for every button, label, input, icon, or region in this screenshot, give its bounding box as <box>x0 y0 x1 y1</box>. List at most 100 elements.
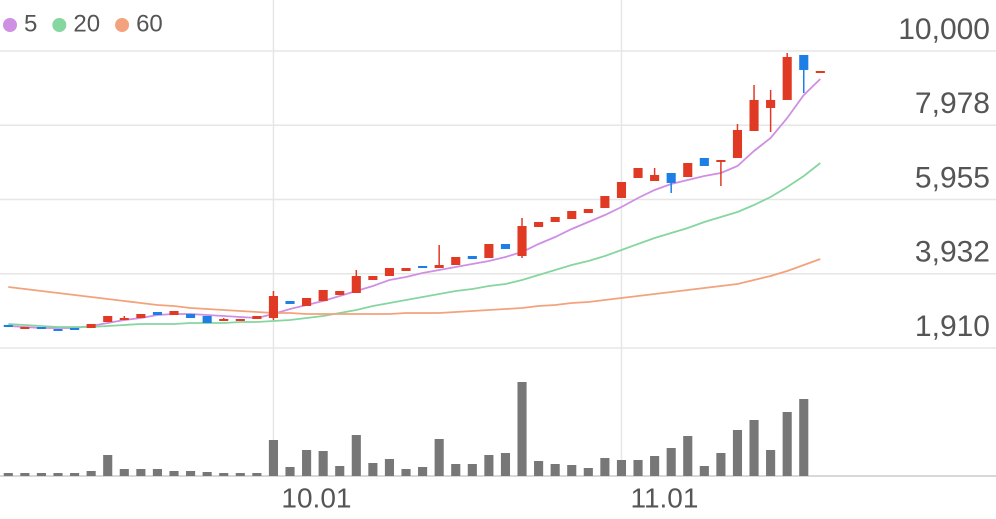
volume-bar <box>567 465 577 476</box>
volume-bar <box>318 451 328 476</box>
volume-bar <box>749 420 759 476</box>
y-tick-label: 3,932 <box>915 236 990 269</box>
volume-bar <box>152 469 162 476</box>
candle-body <box>799 55 809 70</box>
ma-line <box>8 78 821 329</box>
x-tick-label: 11.01 <box>630 482 698 513</box>
candle-body <box>616 181 627 198</box>
candle-body <box>716 159 726 162</box>
candle-body <box>302 297 312 307</box>
volume-bar <box>3 473 13 476</box>
candle-body <box>36 327 46 330</box>
y-tick-label: 10,000 <box>898 13 990 46</box>
candle-body <box>451 256 461 265</box>
y-tick-label: 5,955 <box>915 161 990 194</box>
candle-body <box>103 315 113 323</box>
volume-bar <box>699 466 709 476</box>
volume-bar <box>550 464 560 476</box>
legend-label: 60 <box>136 10 163 37</box>
candle-body <box>732 130 743 158</box>
volume-bar <box>633 460 643 476</box>
candle-body <box>70 327 80 330</box>
volume-bar <box>202 472 212 476</box>
volume-bar <box>650 456 660 476</box>
volume-bar <box>782 412 792 476</box>
candle-body <box>20 327 30 330</box>
volume-bar <box>285 467 295 476</box>
candle-body <box>268 296 279 319</box>
volume-bar <box>335 466 345 476</box>
volume-bar <box>500 453 511 476</box>
ma-line <box>8 258 821 315</box>
candle-body <box>3 324 13 328</box>
volume-bar <box>302 450 312 476</box>
volume-bar <box>169 471 179 476</box>
candle-body <box>186 314 196 319</box>
legend-swatch <box>3 18 17 32</box>
candle-body <box>583 209 593 214</box>
legend-swatch <box>52 18 67 32</box>
volume-bar <box>616 460 627 476</box>
candle-body <box>666 172 676 183</box>
x-tick-label: 10.01 <box>281 482 351 513</box>
candle-body <box>567 210 577 219</box>
legend-label: 5 <box>24 10 37 37</box>
volume-bar <box>401 469 411 476</box>
volume-bar <box>219 473 229 476</box>
candle-body <box>318 289 328 302</box>
candle-body <box>534 222 544 227</box>
candle-body <box>749 99 759 131</box>
candle-body <box>815 71 825 74</box>
legend-swatch <box>115 18 130 32</box>
volume-bar <box>235 473 245 476</box>
volume-bar <box>799 399 809 476</box>
candle-body <box>633 168 643 178</box>
candle-body <box>766 99 776 108</box>
candle-body <box>384 268 395 277</box>
y-tick-label: 1,910 <box>915 310 990 343</box>
candle-body <box>136 314 146 319</box>
volume-bar <box>368 463 378 476</box>
volume-bar <box>467 464 477 476</box>
volume-bar <box>36 473 46 476</box>
candle-body <box>500 243 511 249</box>
volume-bar <box>666 448 676 476</box>
volume-bar <box>517 382 527 476</box>
legend-label: 20 <box>73 10 100 37</box>
candle-body <box>152 311 162 315</box>
candle-body <box>550 217 560 223</box>
candle-body <box>53 328 63 331</box>
volume-bar <box>136 469 146 476</box>
volume-bar <box>252 473 262 476</box>
volume-bar <box>600 458 610 476</box>
candle-body <box>285 301 295 304</box>
ma-line <box>8 162 821 328</box>
candle-body <box>368 276 378 281</box>
candle-body <box>119 318 129 321</box>
candle-body <box>351 276 361 294</box>
y-tick-label: 7,978 <box>915 87 990 120</box>
candle-body <box>335 290 345 295</box>
volume-bar <box>484 455 494 476</box>
volume-bar <box>732 430 743 476</box>
candle-body <box>418 265 428 269</box>
candle-body <box>782 56 792 100</box>
volume-bar <box>384 459 395 476</box>
volume-bar <box>53 473 63 476</box>
candle-body <box>219 318 229 321</box>
volume-bar <box>351 435 361 476</box>
volume-bar <box>268 440 279 476</box>
candle-body <box>252 315 262 319</box>
candle-body <box>467 255 477 260</box>
candle-body <box>202 315 212 323</box>
volume-bar <box>683 436 693 476</box>
candle-body <box>600 196 610 208</box>
volume-bar <box>583 468 593 476</box>
candle-body <box>699 157 709 166</box>
candle-body <box>235 318 245 321</box>
candle-body <box>401 268 411 272</box>
volume-bar <box>119 469 129 476</box>
candle-body <box>683 163 693 177</box>
volume-bar <box>716 453 726 476</box>
